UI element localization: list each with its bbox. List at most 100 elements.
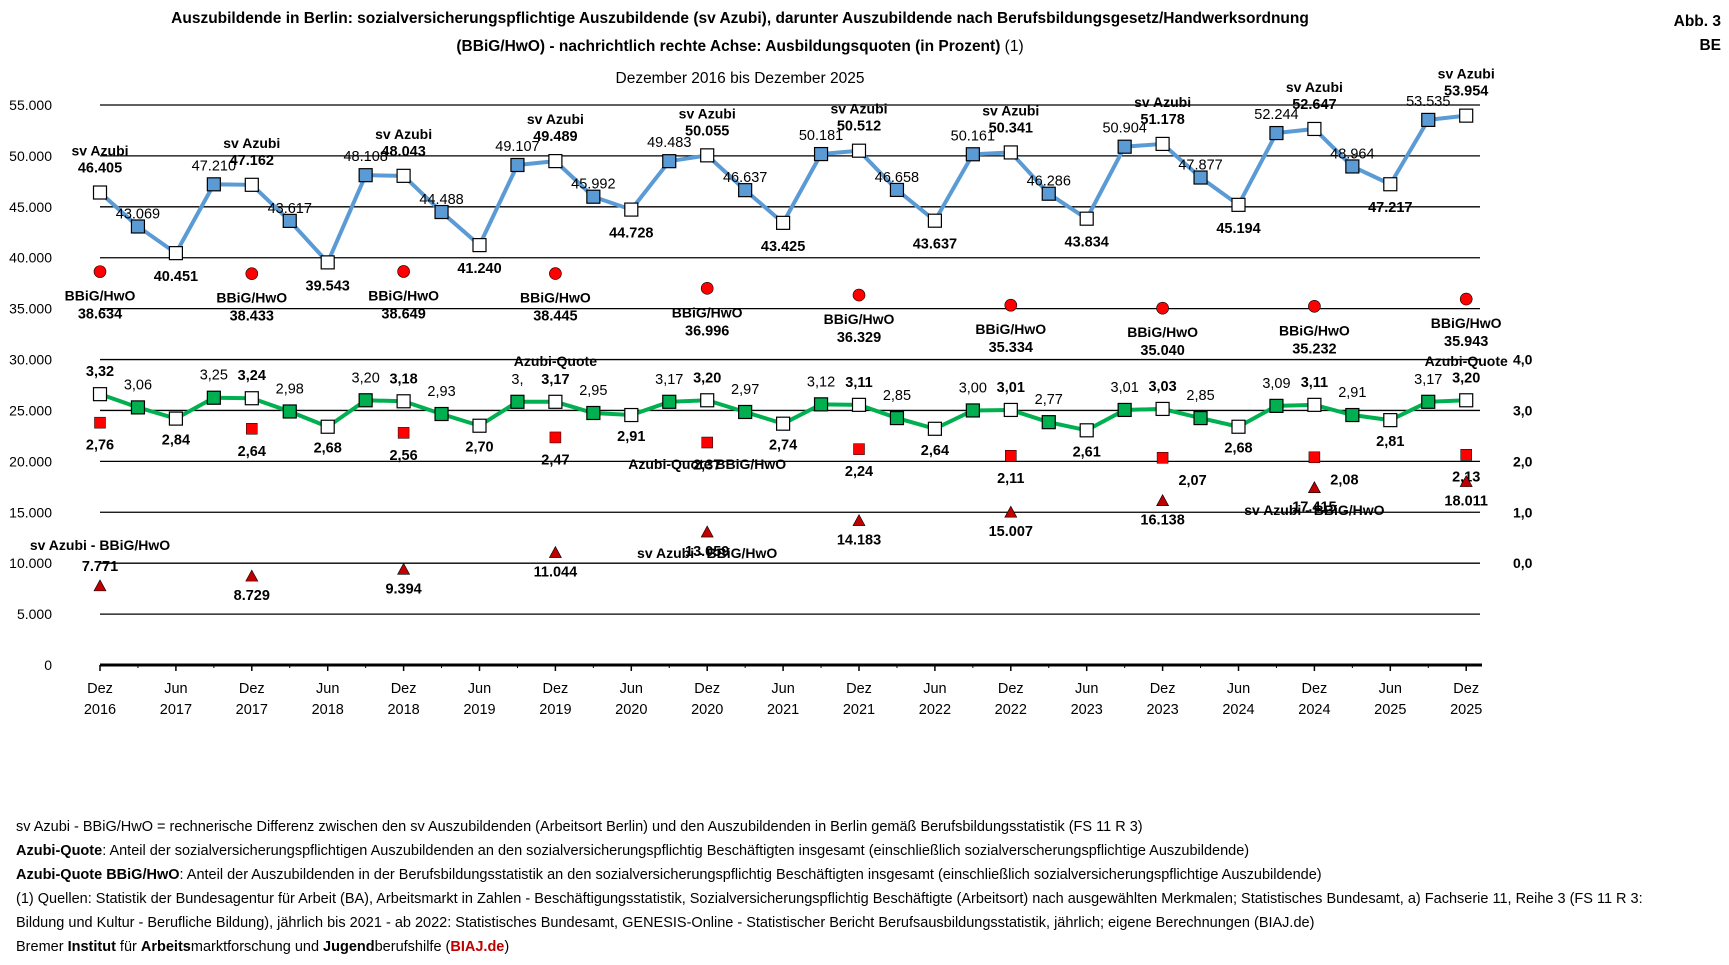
azubi-quote-data-label: 3,32 <box>86 364 114 380</box>
x-tick-label-year: 2020 <box>691 702 723 718</box>
credit-part: berufshilfe ( <box>374 939 451 955</box>
x-tick-label-month: Dez <box>239 681 265 697</box>
sv-azubi-point <box>1459 108 1474 123</box>
sv-azubi-point <box>813 146 829 162</box>
azubi-quote-data-label: 2,97 <box>731 382 759 398</box>
note-azubi-quote: Azubi-Quote: Anteil der sozialversicheru… <box>16 839 1716 863</box>
diff-data-label: 13.059 <box>685 544 729 560</box>
chart-notes: sv Azubi - BBiG/HwO = rechnerische Diffe… <box>16 815 1716 959</box>
azubi-quote-point <box>510 394 525 409</box>
azubi-quote-point <box>130 400 146 415</box>
sv-azubi-point <box>1383 177 1398 192</box>
azubi-quote-point <box>1307 397 1322 412</box>
y-right-tick-label: 3,0 <box>1513 402 1533 418</box>
y-left-tick-label: 35.000 <box>9 301 52 317</box>
azubi-quote-point <box>320 419 335 434</box>
azubi-quote-data-label: 2,95 <box>579 383 607 399</box>
bbig-data-label: 36.996 <box>685 323 729 339</box>
bbig-data-label: 38.634 <box>78 307 122 323</box>
sv-azubi-data-label: 51.178 <box>1140 112 1184 128</box>
azubi-quote-data-label: 3,09 <box>1262 376 1290 392</box>
diff-point <box>700 525 714 538</box>
x-tick-label-month: Jun <box>468 681 491 697</box>
sv-azubi-data-label: 53.954 <box>1444 84 1488 100</box>
azubi-quote-bbig-data-label: 2,08 <box>1330 472 1358 488</box>
azubi-quote-point <box>889 410 905 426</box>
azubi-quote-bbig-data-label: 2,37 <box>693 458 721 474</box>
chart-plot: 0 5.000 10.000 15.000 20.000 25.000 30.000 35.0… <box>9 66 1533 718</box>
azubi-quote-point <box>1041 415 1056 430</box>
bbig-data-label: 35.232 <box>1292 341 1336 357</box>
azubi-quote-bbig-data-label: 2,24 <box>845 464 873 480</box>
diff-data-label: 17.415 <box>1292 500 1336 516</box>
x-tick-label-year: 2018 <box>387 702 419 718</box>
credit-part: ) <box>504 939 510 955</box>
sv-azubi-data-label: 50.512 <box>837 119 881 135</box>
x-tick-label-year: 2024 <box>1222 702 1254 718</box>
azubi-quote-point <box>624 407 639 423</box>
sv-azubi-data-label: 49.489 <box>533 129 577 145</box>
sv-azubi-series-label: sv Azubi <box>830 101 887 117</box>
note-azubi-quote-label: Azubi-Quote <box>16 843 103 859</box>
bbig-data-label: 38.649 <box>381 306 425 322</box>
credit-part: für <box>115 939 141 955</box>
azubi-quote-bbig-point <box>701 436 713 449</box>
sv-azubi-point <box>927 213 943 228</box>
y-left-tick-label: 55.000 <box>9 97 52 113</box>
x-tick-label-year: 2022 <box>995 702 1027 718</box>
sv-azubi-data-label: 45.992 <box>571 177 615 193</box>
sv-azubi-series-label: sv Azubi <box>375 126 432 142</box>
x-tick-label-month: Dez <box>846 681 872 697</box>
azubi-quote-bbig-point <box>1308 451 1321 464</box>
azubi-quote-data-label: 3, <box>511 372 523 388</box>
sv-azubi-data-label: 47.210 <box>192 158 236 174</box>
sv-azubi-point <box>168 246 183 261</box>
bbig-point <box>93 265 107 278</box>
sv-azubi-point <box>1345 159 1360 174</box>
bbig-series-label: BBiG/HwO <box>975 321 1046 337</box>
sv-azubi-data-label: 50.904 <box>1102 121 1146 137</box>
chart-title-line2: (BBiG/HwO) - nachrichtlich rechte Achse:… <box>140 36 1340 58</box>
sv-azubi-data-label: 47.877 <box>1178 158 1222 174</box>
azubi-quote-point <box>396 394 411 409</box>
y-left-tick-label: 25.000 <box>9 402 52 418</box>
x-tick-label-month: Dez <box>694 681 720 697</box>
azubi-quote-data-label: 3,17 <box>1414 372 1442 388</box>
sv-azubi-point <box>1193 170 1208 185</box>
azubi-quote-bbig-data-label: 2,07 <box>1178 473 1206 489</box>
sv-azubi-data-label: 47.162 <box>230 153 274 169</box>
azubi-quote-data-label: 2,70 <box>465 440 493 456</box>
note-azubi-quote-text: : Anteil der sozialversicherungspflichti… <box>102 843 1250 859</box>
diff-data-label: 11.044 <box>534 565 578 581</box>
bbig-data-label: 35.040 <box>1140 343 1184 359</box>
azubi-quote-bbig-series-label: Azubi-Quote BBiG/HwO <box>628 456 786 472</box>
bbig-data-label: 35.334 <box>989 340 1033 356</box>
azubi-quote-data-label: 2,91 <box>1338 385 1366 401</box>
note-sources-2: Bildung und Kultur - Berufliche Bildung)… <box>16 915 1315 931</box>
credit-link[interactable]: BIAJ.de <box>450 939 505 955</box>
sv-azubi-point <box>396 168 411 183</box>
x-tick-label-year: 2020 <box>615 702 647 718</box>
sv-azubi-data-label: 44.728 <box>609 226 653 242</box>
azubi-quote-point <box>1383 413 1398 428</box>
azubi-quote-point <box>738 404 753 420</box>
y-right-tick-label: 2,0 <box>1513 453 1533 469</box>
y-left-tick-label: 45.000 <box>9 199 52 215</box>
azubi-quote-bbig-point <box>853 443 865 455</box>
azubi-quote-data-label: 2,64 <box>921 443 949 459</box>
y-right-tick-label: 0,0 <box>1513 555 1533 571</box>
y-left-tick-label: 50.000 <box>9 148 52 164</box>
chart-title: Auszubildende in Berlin: sozialversicher… <box>140 8 1340 30</box>
y-left-tick-label: 5.000 <box>17 606 52 622</box>
sv-azubi-point <box>1155 136 1170 152</box>
azubi-quote-point <box>1231 419 1246 434</box>
sv-azubi-point <box>624 202 639 217</box>
sv-azubi-data-label: 50.055 <box>685 123 729 139</box>
chart-subtitle: Dezember 2016 bis Dezember 2025 <box>615 70 865 87</box>
sv-azubi-series-label: sv Azubi <box>1134 94 1191 110</box>
x-tick-label-year: 2017 <box>236 702 268 718</box>
azubi-quote-data-label: 2,61 <box>1073 444 1101 460</box>
azubi-quote-data-label: 2,93 <box>427 384 455 400</box>
azubi-quote-data-label: 3,06 <box>124 377 152 393</box>
credit-part: Jugend <box>323 939 375 955</box>
